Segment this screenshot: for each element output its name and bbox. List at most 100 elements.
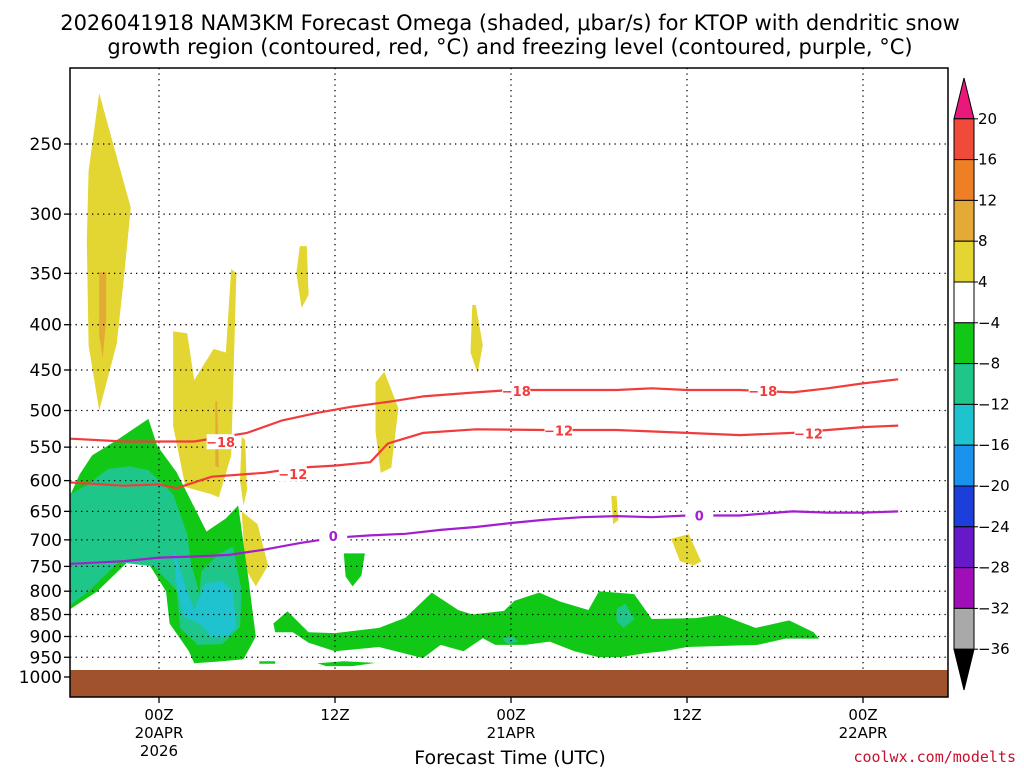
contour-labels: −18 −18 −18 −12 −12 −12 0 0 <box>206 382 823 545</box>
y-tick-label: 600 <box>30 472 62 492</box>
credit-link[interactable]: coolwx.com/modelts <box>853 748 1016 766</box>
contour-label: −12 <box>278 468 307 483</box>
colorbar-label: −16 <box>978 436 1010 454</box>
colorbar-label: −36 <box>978 640 1010 658</box>
surface-ground <box>70 670 948 697</box>
colorbar-legend: 20 16 12 8 4 −4 −8 −12 −16 −20 −24 −28 −32 −36 <box>953 77 1010 691</box>
contour-label: −18 <box>206 436 235 451</box>
downward-motion-minus4-minus8-d <box>317 661 376 667</box>
y-tick-label: 850 <box>30 606 62 626</box>
x-tick-label: 20APR <box>135 724 184 742</box>
colorbar-label: 20 <box>978 110 997 128</box>
contour-label-bg <box>502 382 531 398</box>
x-tick-label: 00Z <box>848 706 877 724</box>
contour-label: 0 <box>695 509 704 524</box>
colorbar-swatch <box>953 526 975 569</box>
contour-label: −18 <box>748 385 777 400</box>
colorbar-bottom-arrow <box>953 648 975 691</box>
contour-label-bg <box>748 382 777 398</box>
y-tick-label: 500 <box>30 402 62 422</box>
colorbar-swatch <box>953 444 975 487</box>
y-tick-label: 650 <box>30 502 62 522</box>
omega-shading <box>70 93 819 667</box>
y-tick-label: 300 <box>30 205 62 225</box>
x-axis-title: Forecast Time (UTC) <box>414 747 605 768</box>
colorbar-swatch <box>953 322 975 365</box>
downward-motion-minus4-minus8-c <box>343 553 365 587</box>
x-tick-label: 2026 <box>140 742 178 760</box>
dgz-minus12-line <box>70 424 899 490</box>
y-tick-label: 700 <box>30 531 62 551</box>
colorbar-swatch <box>953 118 975 161</box>
downward-motion-minus4-minus8-b <box>273 591 819 659</box>
colorbar-label: 16 <box>978 151 997 169</box>
upward-motion-4-8-c <box>241 511 269 587</box>
colorbar-label: 12 <box>978 191 997 209</box>
contour-label-bg <box>319 528 348 544</box>
downward-motion-minus8-minus12-c <box>616 603 635 628</box>
x-tick-label: 12Z <box>672 706 701 724</box>
colorbar-swatch <box>953 403 975 446</box>
y-tick-label: 350 <box>30 264 62 284</box>
chart-title-line-1: 2026041918 NAM3KM Forecast Omega (shaded… <box>60 11 960 35</box>
upward-motion-4-8-a <box>86 93 131 411</box>
contour-label: 0 <box>329 530 338 545</box>
y-tick-label: 450 <box>30 361 62 381</box>
x-tick-label: 00Z <box>496 706 525 724</box>
colorbar-label: 8 <box>978 232 988 250</box>
colorbar-swatch <box>953 199 975 242</box>
colorbar-swatch <box>953 485 975 528</box>
colorbar-swatch <box>953 363 975 405</box>
contour-label-bg <box>544 422 573 438</box>
colorbar-label: −28 <box>978 559 1010 577</box>
upward-motion-8-12-a <box>99 272 107 358</box>
y-axis-pressure: 2503003504004505005506006507007508008509… <box>19 135 70 688</box>
y-tick-label: 950 <box>30 648 62 668</box>
contour-label: −12 <box>794 428 823 443</box>
contour-label-bg <box>794 425 823 441</box>
y-tick-label: 800 <box>30 582 62 602</box>
colorbar-label: −20 <box>978 477 1010 495</box>
y-tick-label: 550 <box>30 438 62 458</box>
freezing-level-line <box>70 510 899 565</box>
contour-label-bg <box>278 466 307 482</box>
y-tick-label: 400 <box>30 316 62 336</box>
y-tick-label: 750 <box>30 557 62 577</box>
downward-motion-minus4-minus8-e <box>259 661 276 664</box>
y-tick-label: 250 <box>30 135 62 155</box>
x-tick-label: 22APR <box>839 724 888 742</box>
colorbar-label: 4 <box>978 273 988 291</box>
contour-label-bg <box>206 434 235 450</box>
chart-title-line-2: growth region (contoured, red, °C) and f… <box>107 35 912 59</box>
x-tick-label: 12Z <box>320 706 349 724</box>
colorbar-label: −4 <box>978 314 1000 332</box>
colorbar-swatch <box>953 607 975 650</box>
x-tick-label: 21APR <box>487 724 536 742</box>
y-tick-label: 900 <box>30 627 62 647</box>
upward-motion-4-8-f <box>375 371 399 473</box>
x-tick-label: 00Z <box>144 706 173 724</box>
colorbar-swatch <box>953 159 975 201</box>
contour-label: −18 <box>502 385 531 400</box>
colorbar-swatch <box>953 281 975 324</box>
upward-motion-4-8-i <box>671 534 702 566</box>
downward-motion-minus8-minus12-b <box>70 478 142 532</box>
colorbar-label: −24 <box>978 518 1010 536</box>
upward-motion-4-8-d <box>240 436 247 506</box>
colorbar-label: −8 <box>978 355 1000 373</box>
y-tick-label: 1000 <box>19 668 62 688</box>
colorbar-swatch <box>953 240 975 283</box>
colorbar-label: −12 <box>978 395 1010 413</box>
contour-label: −12 <box>544 425 573 440</box>
colorbar-top-arrow <box>953 77 975 120</box>
colorbar-label: −32 <box>978 599 1010 617</box>
downward-motion-minus12-minus16-a <box>173 546 237 638</box>
downward-motion-minus8-minus12-d <box>502 636 518 645</box>
colorbar-swatch <box>953 567 975 609</box>
contour-label-bg <box>685 507 714 523</box>
plot-area <box>70 68 948 697</box>
upward-motion-4-8-g <box>470 305 483 374</box>
upward-motion-4-8-e <box>296 246 309 308</box>
